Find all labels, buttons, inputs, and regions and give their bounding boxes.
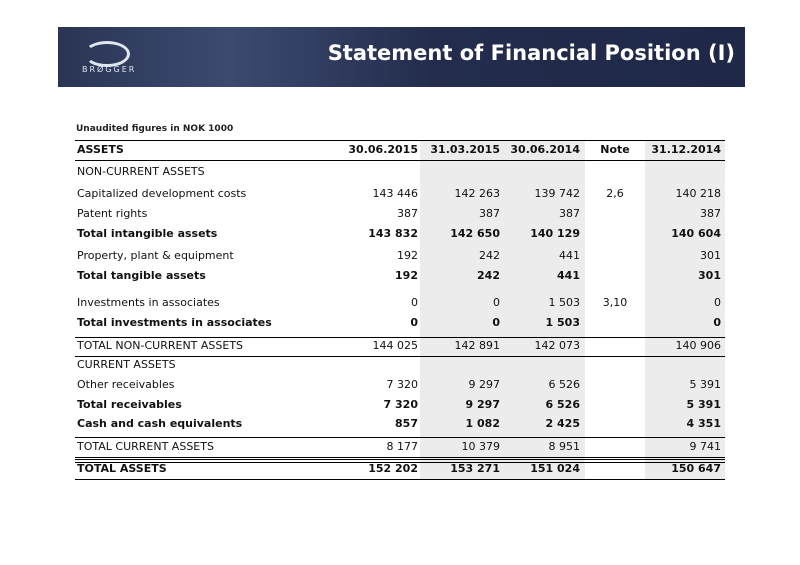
rule — [75, 356, 725, 357]
cell-value: 140 129 — [530, 227, 580, 240]
row-label: TOTAL CURRENT ASSETS — [77, 440, 214, 453]
column-header: ASSETS — [77, 143, 124, 156]
column-header: 31.12.2014 — [651, 143, 721, 156]
row-label: CURRENT ASSETS — [77, 358, 176, 371]
rule — [75, 337, 725, 338]
rule — [75, 462, 725, 463]
cell-value: 242 — [479, 249, 500, 262]
cell-value: 6 526 — [545, 398, 580, 411]
cell-value: 301 — [700, 249, 721, 262]
cell-value: 1 503 — [545, 316, 580, 329]
cell-value: 0 — [714, 296, 721, 309]
cell-value: 441 — [557, 269, 580, 282]
cell-value: 387 — [479, 207, 500, 220]
cell-value: 0 — [492, 316, 500, 329]
cell-value: 5 391 — [686, 398, 721, 411]
cell-value: 152 202 — [368, 462, 418, 475]
cell-value: 4 351 — [686, 417, 721, 430]
cell-value: 857 — [395, 417, 418, 430]
row-label: Property, plant & equipment — [77, 249, 234, 262]
cell-value: 0 — [410, 316, 418, 329]
row-label: TOTAL NON-CURRENT ASSETS — [77, 339, 244, 352]
cell-value: 10 379 — [461, 440, 501, 453]
row-label: Other receivables — [77, 378, 175, 391]
row-label: TOTAL ASSETS — [77, 462, 167, 475]
rule — [75, 479, 725, 480]
cell-value: 2,6 — [606, 187, 624, 200]
cell-value: 142 891 — [454, 339, 501, 352]
cell-value: 2 425 — [545, 417, 580, 430]
table-caption: Unaudited figures in NOK 1000 — [76, 124, 234, 134]
rule — [75, 459, 725, 460]
cell-value: 242 — [477, 269, 500, 282]
column-header: 30.06.2015 — [348, 143, 418, 156]
row-label: Total receivables — [77, 398, 182, 411]
row-label: Total investments in associates — [77, 316, 272, 329]
page-title: Statement of Financial Position (I) — [327, 41, 735, 65]
column-header: 31.03.2015 — [430, 143, 500, 156]
cell-value: 150 647 — [671, 462, 721, 475]
column-shade — [645, 140, 725, 479]
cell-value: 140 906 — [675, 339, 722, 352]
row-label: Cash and cash equivalents — [77, 417, 243, 430]
column-header: Note — [600, 143, 630, 156]
row-label: NON-CURRENT ASSETS — [77, 165, 205, 178]
row-label: Capitalized development costs — [77, 187, 247, 200]
logo-text: BRØGGER — [82, 65, 137, 74]
cell-value: 387 — [700, 207, 721, 220]
rule — [75, 437, 725, 438]
cell-value: 143 446 — [372, 187, 419, 200]
row-label: Total tangible assets — [77, 269, 206, 282]
cell-value: 1 082 — [465, 417, 500, 430]
row-label: Total intangible assets — [77, 227, 218, 240]
cell-value: 441 — [559, 249, 580, 262]
cell-value: 142 650 — [450, 227, 500, 240]
cell-value: 8 951 — [548, 440, 581, 453]
cell-value: 3,10 — [602, 296, 628, 309]
row-label: Investments in associates — [77, 296, 220, 309]
rule — [75, 140, 725, 141]
cell-value: 8 177 — [386, 440, 419, 453]
cell-value: 140 218 — [675, 187, 722, 200]
cell-value: 387 — [559, 207, 580, 220]
cell-value: 143 832 — [368, 227, 418, 240]
cell-value: 0 — [411, 296, 418, 309]
cell-value: 387 — [397, 207, 418, 220]
rule — [75, 160, 725, 161]
cell-value: 9 297 — [468, 378, 501, 391]
column-header: 30.06.2014 — [510, 143, 580, 156]
cell-value: 153 271 — [450, 462, 500, 475]
cell-value: 301 — [698, 269, 721, 282]
cell-value: 144 025 — [372, 339, 419, 352]
cell-value: 9 741 — [689, 440, 722, 453]
cell-value: 192 — [395, 269, 418, 282]
column-shade — [505, 140, 585, 479]
rule — [75, 457, 725, 458]
cell-value: 142 073 — [534, 339, 581, 352]
cell-value: 140 604 — [671, 227, 721, 240]
cell-value: 142 263 — [454, 187, 501, 200]
cell-value: 151 024 — [530, 462, 580, 475]
row-label: Patent rights — [77, 207, 148, 220]
logo-mark — [84, 41, 130, 67]
cell-value: 1 503 — [548, 296, 581, 309]
cell-value: 7 320 — [386, 378, 419, 391]
cell-value: 192 — [397, 249, 418, 262]
banner: BRØGGER Statement of Financial Position … — [58, 27, 745, 87]
cell-value: 7 320 — [383, 398, 418, 411]
cell-value: 9 297 — [465, 398, 500, 411]
cell-value: 5 391 — [689, 378, 722, 391]
cell-value: 139 742 — [534, 187, 581, 200]
cell-value: 6 526 — [548, 378, 581, 391]
cell-value: 0 — [713, 316, 721, 329]
cell-value: 0 — [493, 296, 500, 309]
column-shade — [420, 140, 505, 479]
